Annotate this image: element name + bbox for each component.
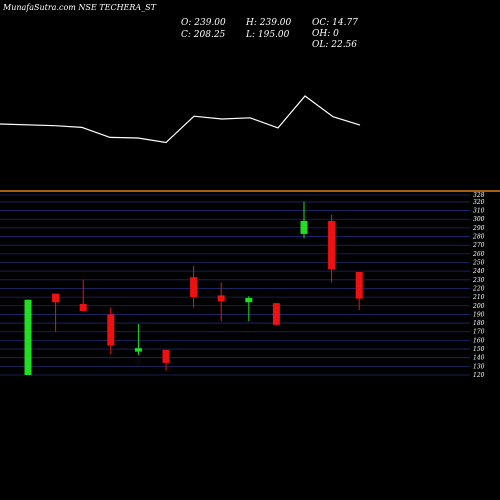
candle-body xyxy=(217,295,225,302)
candle-body xyxy=(190,277,198,298)
close-readout: C: 208.25 xyxy=(181,30,226,40)
y-tick-label: 320 xyxy=(473,199,485,206)
y-tick-label: 270 xyxy=(472,242,485,249)
indicator-panel xyxy=(0,95,361,144)
high-readout: H: 239.00 xyxy=(245,18,292,28)
oh-readout: OH: 0 xyxy=(312,29,339,39)
candles xyxy=(24,201,363,375)
candle-body xyxy=(134,348,142,352)
y-tick-label: 130 xyxy=(473,363,485,370)
candle-body xyxy=(24,299,32,375)
y-tick-label: 200 xyxy=(472,303,485,310)
y-tick-label: 310 xyxy=(473,208,485,215)
candle-body xyxy=(328,220,336,270)
ol-readout: OL: 22.56 xyxy=(312,40,357,50)
y-tick-label: 170 xyxy=(473,329,485,336)
y-tick-label: 190 xyxy=(473,311,485,318)
y-tick-label: 280 xyxy=(472,234,485,241)
y-tick-label: 180 xyxy=(473,320,485,327)
open-readout: O: 239.00 xyxy=(181,18,226,28)
y-tick-label: 140 xyxy=(473,355,485,362)
y-tick-label: 290 xyxy=(472,225,485,232)
y-tick-label: 230 xyxy=(472,277,485,284)
y-tick-label: 300 xyxy=(473,216,485,223)
indicator-line xyxy=(0,95,361,144)
chart-title: MunafaSutra.com NSE TECHERA_ST xyxy=(2,3,157,12)
y-tick-label: 220 xyxy=(472,285,485,292)
candle-body xyxy=(272,303,280,325)
candle-body xyxy=(79,304,87,311)
y-tick-label: 160 xyxy=(473,337,485,344)
price-grid xyxy=(0,194,470,376)
y-tick-label: 260 xyxy=(472,251,485,258)
y-tick-label: 250 xyxy=(472,260,485,267)
y-tick-label: 120 xyxy=(473,372,485,379)
y-tick-label: 328 xyxy=(473,192,485,199)
candle-body xyxy=(245,297,253,303)
candle-body xyxy=(107,314,115,346)
y-tick-label: 240 xyxy=(472,268,485,275)
low-readout: L: 195.00 xyxy=(245,30,290,40)
candle-body xyxy=(52,293,60,303)
y-tick-label: 150 xyxy=(473,346,485,353)
candle-body xyxy=(162,349,170,363)
candle-body xyxy=(300,220,308,234)
oc-readout: OC: 14.77 xyxy=(312,18,358,28)
candle-body xyxy=(355,272,363,299)
y-tick-label: 210 xyxy=(472,294,485,301)
